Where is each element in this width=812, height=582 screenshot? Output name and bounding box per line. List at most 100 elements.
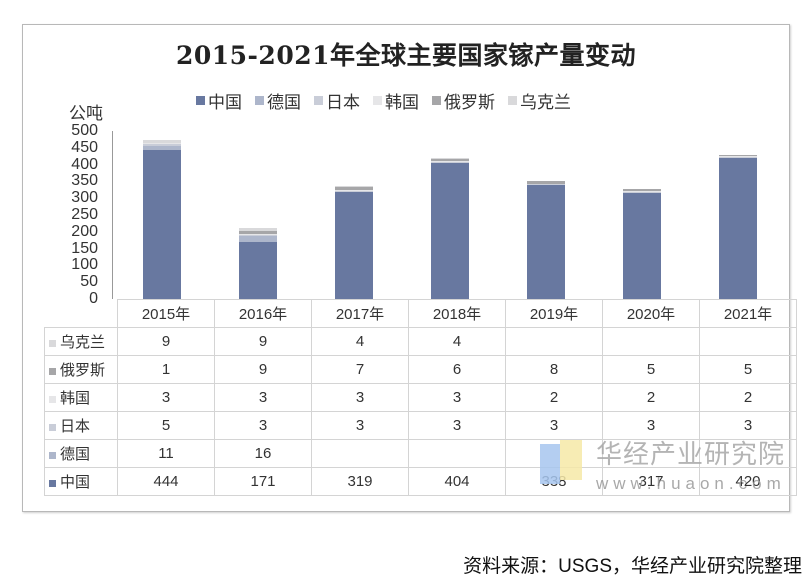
table-cell: 3 [505, 411, 603, 440]
stacked-bar [719, 154, 757, 299]
bar-segment [527, 185, 565, 299]
legend-label: 日本 [326, 93, 360, 112]
table-cell: 420 [699, 467, 797, 496]
bar-segment [143, 143, 181, 145]
table-cell: 16 [214, 439, 312, 468]
bar-segment [431, 159, 469, 162]
table-cell: 3 [602, 411, 700, 440]
series-swatch-icon [49, 339, 56, 347]
row-label-text: 俄罗斯 [60, 362, 106, 379]
table-cell: 3 [408, 383, 506, 412]
table-cell: 3 [214, 411, 312, 440]
y-axis-line [112, 131, 113, 299]
series-swatch-icon [49, 423, 56, 431]
category-column [593, 131, 689, 299]
bar-segment [143, 146, 181, 150]
table-cell: 5 [699, 355, 797, 384]
y-tick-label: 400 [71, 155, 98, 173]
table-cell: 7 [311, 355, 409, 384]
y-tick-label: 250 [71, 206, 98, 223]
table-cell: 3 [311, 411, 409, 440]
row-label: 日本 [44, 411, 118, 440]
series-swatch-icon [49, 367, 56, 375]
y-tick-label: 350 [71, 172, 98, 190]
x-tick-label: 2018年 [408, 299, 506, 328]
bar-segment [239, 235, 277, 237]
table-cell: 11 [117, 439, 215, 468]
legend: 中国 德国 日本 韩国 俄罗斯 乌克兰 [196, 88, 571, 113]
table-cell [602, 327, 700, 356]
data-table: 2015年 2016年 2017年 2018年 2019年 2020年 2021年 乌克兰 9 9… [44, 299, 797, 496]
y-tick-label: 500 [71, 122, 98, 139]
bar-segment [239, 234, 277, 236]
x-tick-label: 2016年 [214, 299, 312, 328]
table-cell: 3 [117, 383, 215, 412]
table-cell: 6 [408, 355, 506, 384]
bar-segment [719, 157, 757, 299]
table-row: 日本 5 3 3 3 3 3 3 [44, 411, 797, 440]
row-label: 乌克兰 [44, 327, 118, 356]
chart-title: 2015-2021年全球主要国家镓产量变动 [175, 41, 637, 70]
legend-swatch-icon [196, 96, 205, 105]
legend-label: 俄罗斯 [444, 93, 495, 112]
legend-item: 乌克兰 [508, 88, 571, 113]
stacked-bar [143, 140, 181, 299]
bar-segment [143, 149, 181, 299]
table-cell: 317 [602, 467, 700, 496]
table-cell: 8 [505, 355, 603, 384]
row-label: 韩国 [44, 383, 118, 412]
stacked-bar [239, 228, 277, 299]
legend-swatch-icon [432, 96, 441, 105]
bar-segment [335, 187, 373, 190]
table-cell: 2 [602, 383, 700, 412]
table-cell: 9 [214, 355, 312, 384]
bar-segment [527, 181, 565, 184]
bar-segment [431, 161, 469, 163]
series-swatch-icon [49, 395, 56, 403]
stacked-bar [527, 181, 565, 299]
bar-segment [719, 154, 757, 157]
stacked-bar [623, 189, 661, 299]
x-tick-label: 2020年 [602, 299, 700, 328]
bar-segment [431, 162, 469, 164]
legend-swatch-icon [314, 96, 323, 105]
bar-segment [335, 189, 373, 191]
table-row: 韩国 3 3 3 3 2 2 2 [44, 383, 797, 412]
table-cell: 3 [214, 383, 312, 412]
y-tick-label: 50 [80, 273, 98, 291]
table-cell [505, 327, 603, 356]
table-cell: 404 [408, 467, 506, 496]
legend-item: 日本 [314, 88, 360, 113]
bar-segment [143, 140, 181, 144]
series-swatch-icon [49, 451, 56, 459]
table-cell [699, 439, 797, 468]
row-label: 中国 [44, 467, 118, 496]
category-column [209, 131, 305, 299]
table-cell: 171 [214, 467, 312, 496]
legend-swatch-icon [373, 96, 382, 105]
bar-segment [431, 157, 469, 160]
bar-segment [623, 189, 661, 191]
legend-item: 中国 [196, 88, 242, 113]
bar-segment [527, 184, 565, 186]
bar-segment [719, 156, 757, 157]
bar-segment [335, 191, 373, 299]
bar-segment [239, 228, 277, 232]
row-label-text: 韩国 [60, 390, 91, 407]
category-column [113, 131, 209, 299]
y-tick-label: 0 [89, 290, 98, 307]
legend-item: 韩国 [373, 88, 419, 113]
table-cell: 3 [311, 383, 409, 412]
table-cell: 319 [311, 467, 409, 496]
table-cell [602, 439, 700, 468]
x-tick-label: 2015年 [117, 299, 215, 328]
stacked-bar [431, 157, 469, 299]
table-row: 中国 444 171 319 404 338 317 420 [44, 467, 797, 496]
table-cell: 338 [505, 467, 603, 496]
source-note: 资料来源：USGS，华经产业研究院整理 [463, 556, 802, 577]
row-label: 俄罗斯 [44, 355, 118, 384]
table-cell: 1 [117, 355, 215, 384]
y-tick-label: 150 [71, 239, 98, 257]
table-cell [311, 439, 409, 468]
y-tick-label: 100 [71, 256, 98, 274]
